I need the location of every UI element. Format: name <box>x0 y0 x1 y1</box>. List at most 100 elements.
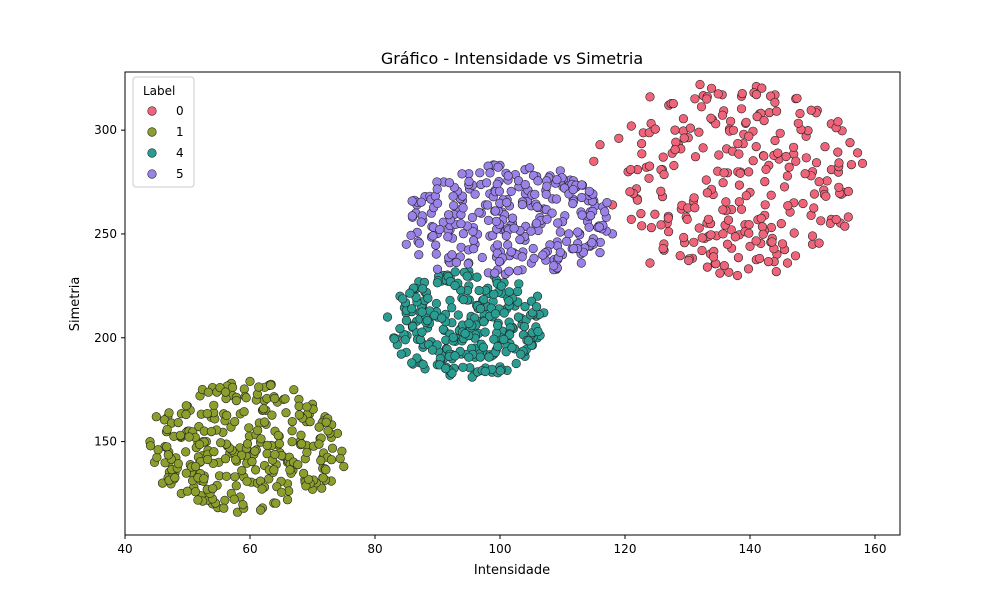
data-point <box>415 335 426 345</box>
legend-marker <box>147 127 157 137</box>
data-point <box>751 142 761 152</box>
x-tick-label: 40 <box>117 542 132 556</box>
data-point <box>706 113 716 123</box>
data-point <box>632 195 643 205</box>
data-point <box>314 422 324 432</box>
data-point <box>485 168 495 178</box>
data-point <box>513 312 524 322</box>
data-point <box>516 349 526 359</box>
data-point <box>326 455 337 465</box>
data-point <box>448 333 458 343</box>
data-point <box>718 229 728 239</box>
y-axis-ticks: 150 200 250 300 <box>94 123 125 449</box>
data-point <box>697 233 707 243</box>
data-point <box>199 474 209 484</box>
data-point <box>698 143 708 153</box>
data-point <box>800 169 810 179</box>
data-point <box>751 236 761 246</box>
data-point <box>791 156 801 166</box>
legend-frame <box>132 76 195 188</box>
data-point <box>831 214 841 225</box>
data-point <box>407 358 417 368</box>
data-point <box>679 133 689 143</box>
data-point <box>447 303 457 313</box>
data-point <box>706 230 716 240</box>
data-point <box>568 199 578 209</box>
data-point <box>659 169 669 180</box>
data-point <box>754 253 765 264</box>
data-point <box>462 271 472 281</box>
data-point <box>444 210 454 220</box>
data-point <box>220 454 231 464</box>
data-point <box>552 175 562 185</box>
data-point <box>713 89 723 99</box>
data-point <box>453 310 463 320</box>
data-point <box>594 222 604 232</box>
data-point <box>702 262 713 272</box>
legend: Label 0 1 4 5 <box>132 76 195 188</box>
legend-marker <box>147 106 157 116</box>
data-point <box>734 180 745 190</box>
data-point <box>287 426 297 436</box>
data-point <box>262 440 272 451</box>
data-point <box>459 295 469 305</box>
data-point <box>748 156 758 166</box>
data-point <box>532 202 542 212</box>
data-point <box>555 227 565 237</box>
data-point <box>568 244 579 254</box>
data-point <box>260 417 270 427</box>
data-point <box>584 186 594 196</box>
data-point <box>741 191 751 201</box>
data-point <box>418 359 428 370</box>
data-point <box>763 257 774 267</box>
data-point <box>209 400 219 410</box>
data-point <box>239 407 249 417</box>
data-point <box>433 198 443 208</box>
data-point <box>417 327 427 337</box>
data-point <box>460 329 470 339</box>
data-point <box>811 158 822 168</box>
data-point <box>274 439 285 449</box>
data-point <box>250 446 260 456</box>
data-point <box>741 117 751 127</box>
data-point <box>650 124 660 134</box>
data-point <box>679 232 689 243</box>
data-point <box>321 417 331 427</box>
series-1 <box>145 376 349 517</box>
data-point <box>816 216 826 226</box>
data-point <box>280 394 290 404</box>
chart-title: Gráfico - Intensidade vs Simetria <box>381 49 643 68</box>
data-point <box>668 98 678 109</box>
data-point <box>689 237 699 247</box>
data-point <box>726 225 736 235</box>
data-point <box>299 468 309 479</box>
data-point <box>776 219 786 229</box>
data-points <box>145 79 868 517</box>
data-point <box>761 164 771 174</box>
data-point <box>573 227 583 237</box>
data-point <box>474 285 484 296</box>
data-point <box>765 91 776 101</box>
data-point <box>450 267 460 277</box>
data-point <box>302 402 312 412</box>
data-point <box>663 227 674 237</box>
data-point <box>221 471 232 481</box>
data-point <box>335 453 345 464</box>
data-point <box>814 177 824 187</box>
data-point <box>493 320 503 331</box>
data-point <box>490 206 501 216</box>
x-tick-label: 120 <box>614 542 637 556</box>
data-point <box>777 239 788 249</box>
data-point <box>735 168 745 178</box>
data-point <box>282 495 293 505</box>
data-point <box>696 102 707 112</box>
data-point <box>456 219 466 229</box>
data-point <box>437 313 447 323</box>
data-point <box>626 121 636 131</box>
data-point <box>447 368 457 378</box>
data-point <box>496 281 507 291</box>
data-point <box>475 168 485 178</box>
data-point <box>296 430 306 440</box>
data-point <box>163 450 173 460</box>
data-point <box>398 294 408 304</box>
